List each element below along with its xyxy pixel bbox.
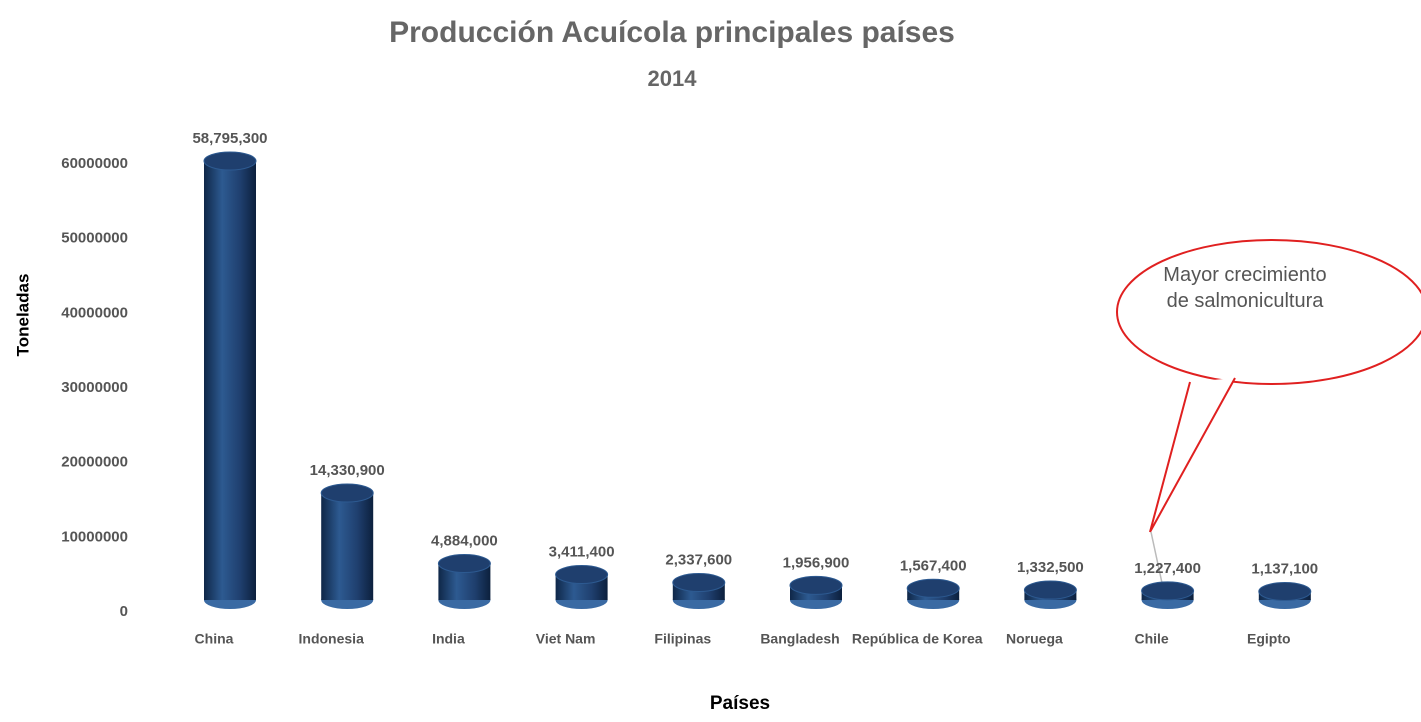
- data-label: 1,332,500: [1017, 559, 1084, 576]
- y-tick-label: 50000000: [61, 230, 128, 247]
- y-tick-label: 20000000: [61, 454, 128, 471]
- data-label: 3,411,400: [549, 543, 615, 560]
- data-label: 58,795,300: [192, 130, 267, 147]
- data-label: 14,330,900: [310, 462, 385, 479]
- x-tick-label: India: [432, 631, 465, 647]
- x-tick-label: Egipto: [1247, 631, 1291, 647]
- bar-cap: [203, 151, 257, 171]
- bar-cap: [1258, 582, 1312, 602]
- data-label: 1,956,900: [783, 554, 850, 571]
- data-label: 4,884,000: [431, 533, 498, 550]
- x-tick-label: Noruega: [1006, 631, 1063, 647]
- y-tick-label: 40000000: [61, 304, 128, 321]
- data-label: 1,227,400: [1134, 560, 1201, 577]
- y-tick-label: 60000000: [61, 155, 128, 172]
- bar-cap: [672, 573, 726, 593]
- x-tick-label: Indonesia: [299, 631, 365, 647]
- callout-text: Mayor crecimiento de salmonicultura: [1163, 264, 1327, 312]
- bar-cap: [906, 578, 960, 598]
- chart-title: Producción Acuícola principales países: [389, 16, 955, 49]
- bar-cap: [1023, 580, 1077, 600]
- x-tick-label: China: [195, 631, 234, 647]
- bar-cap: [437, 554, 491, 574]
- y-tick-label: 10000000: [61, 528, 128, 545]
- bar-cap: [1141, 581, 1195, 601]
- data-label: 2,337,600: [665, 552, 732, 569]
- y-axis-title: Toneladas: [13, 274, 32, 357]
- bar: [321, 492, 374, 600]
- x-tick-label: Chile: [1134, 631, 1168, 647]
- bar-cap: [320, 483, 374, 503]
- callout-pointer: [1149, 377, 1236, 533]
- bar-cap: [555, 565, 609, 585]
- x-tick-label: Filipinas: [654, 631, 711, 647]
- data-label: 1,567,400: [900, 557, 967, 574]
- x-tick-label: Bangladesh: [760, 631, 839, 647]
- data-label: 1,137,100: [1251, 560, 1318, 577]
- x-tick-label: Viet Nam: [536, 631, 596, 647]
- callout-bubble: [1116, 239, 1421, 385]
- y-tick-label: 0: [120, 603, 128, 620]
- x-tick-label: República de Korea: [852, 631, 983, 647]
- bar-cap: [789, 575, 843, 595]
- y-tick-label: 30000000: [61, 379, 128, 396]
- bar: [204, 160, 256, 600]
- chart-subtitle: 2014: [648, 66, 698, 91]
- leader-line: [1150, 531, 1163, 584]
- x-axis-title: Países: [710, 693, 770, 714]
